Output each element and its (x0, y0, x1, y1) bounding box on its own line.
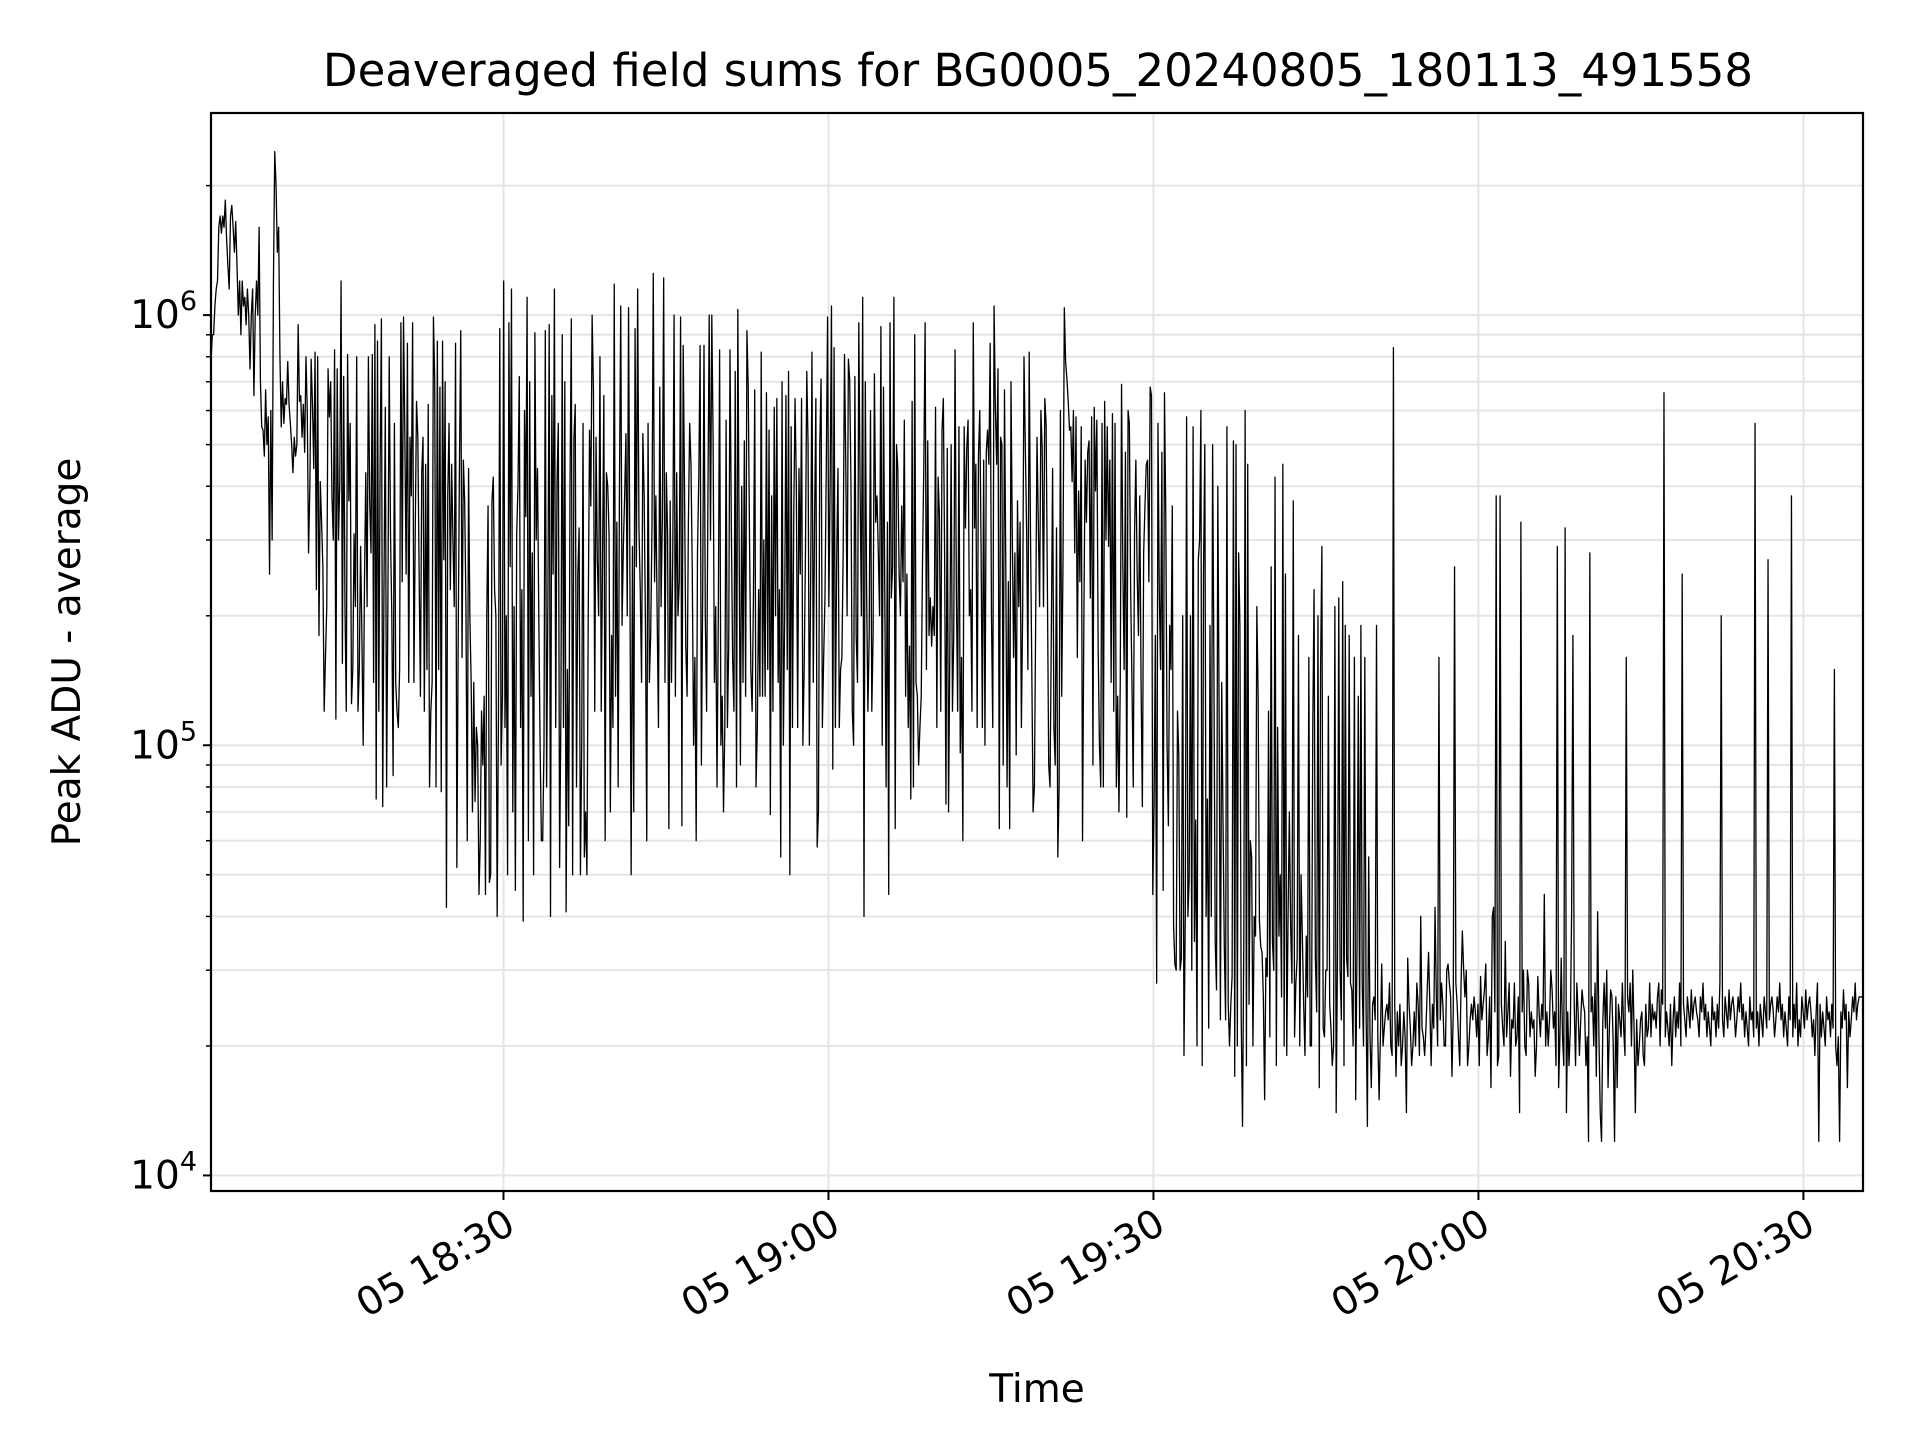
y-tick-label: 105 (130, 716, 197, 768)
y-tick-exponent: 5 (180, 716, 197, 747)
series-line (210, 150, 1863, 1143)
y-axis-label: Peak ADU - average (45, 458, 90, 847)
y-tick-label: 106 (130, 286, 197, 338)
plot-layer (210, 150, 1863, 1143)
y-tick-base: 10 (130, 1153, 180, 1198)
plot-frame (209, 111, 1865, 1193)
y-tick-exponent: 4 (180, 1146, 197, 1177)
y-tick-label: 104 (130, 1146, 197, 1198)
x-axis-label: Time (988, 1367, 1084, 1412)
y-tick-base: 10 (130, 723, 180, 768)
y-tick-exponent: 6 (180, 286, 197, 317)
y-tick-base: 10 (130, 293, 180, 338)
chart-title: Deaveraged field sums for BG0005_2024080… (323, 44, 1753, 97)
